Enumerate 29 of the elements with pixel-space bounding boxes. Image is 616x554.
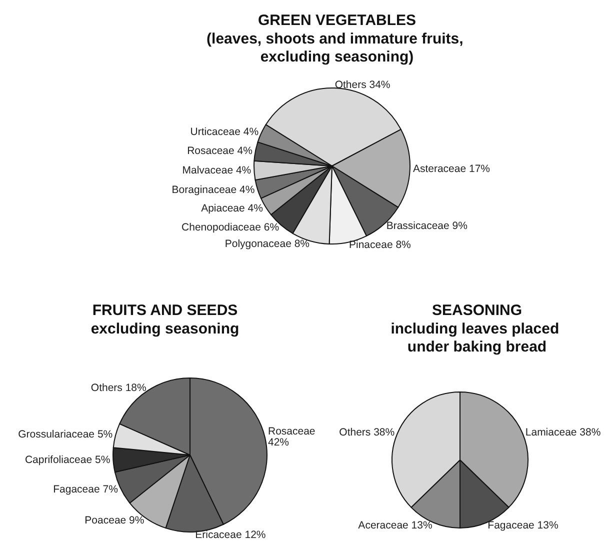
chart-title: GREEN VEGETABLES — [258, 12, 416, 29]
slice-label: Lamiaceae 38% — [525, 426, 601, 438]
slice-label: Aceraceae 13% — [358, 519, 432, 532]
chart-title: SEASONING — [432, 302, 522, 319]
slice-label: Malvaceae 4% — [182, 164, 252, 177]
slice-label: Polygonaceae 8% — [224, 238, 310, 250]
slice-label: Caprifoliaceae 5% — [24, 454, 110, 466]
data-label: 42% — [268, 436, 290, 449]
slice-label: Grossulariaceae 5% — [18, 428, 113, 441]
chart-subtitle: including leaves placed under baking bread — [390, 320, 564, 356]
chart-subtitle: (leaves, shoots and immature fruits, excluding seasoning) — [206, 30, 468, 66]
slice-label: Asteraceae 17% — [412, 162, 490, 175]
slice-label: Apiaceae 4% — [201, 202, 263, 214]
slice-label: Others 38% — [339, 426, 395, 438]
slice-label: Ericaceae 12% — [195, 528, 266, 541]
slice-label: Others 34% — [334, 79, 390, 92]
slice-label: Pinaceae 8% — [349, 239, 411, 252]
slice-label: Others 18% — [90, 382, 146, 394]
slice-label: Rosaceae 4% — [187, 144, 252, 157]
slice-label: Brassicaceae 9% — [386, 220, 468, 232]
slice-label: Fagaceae 7% — [53, 484, 118, 496]
chart-title: FRUITS AND SEEDS — [92, 302, 238, 319]
slice-label: Urticaceae 4% — [190, 126, 259, 138]
slice-label: Fagaceae 13% — [488, 519, 558, 532]
slice-label: Chenopodiaceae 6% — [182, 221, 280, 234]
slice-label: Boraginaceae 4% — [172, 184, 255, 196]
slice-label: Poaceae 9% — [84, 514, 144, 527]
slice-label: Rosaceae — [268, 426, 316, 438]
chart-subtitle: excluding seasoning — [90, 320, 240, 338]
